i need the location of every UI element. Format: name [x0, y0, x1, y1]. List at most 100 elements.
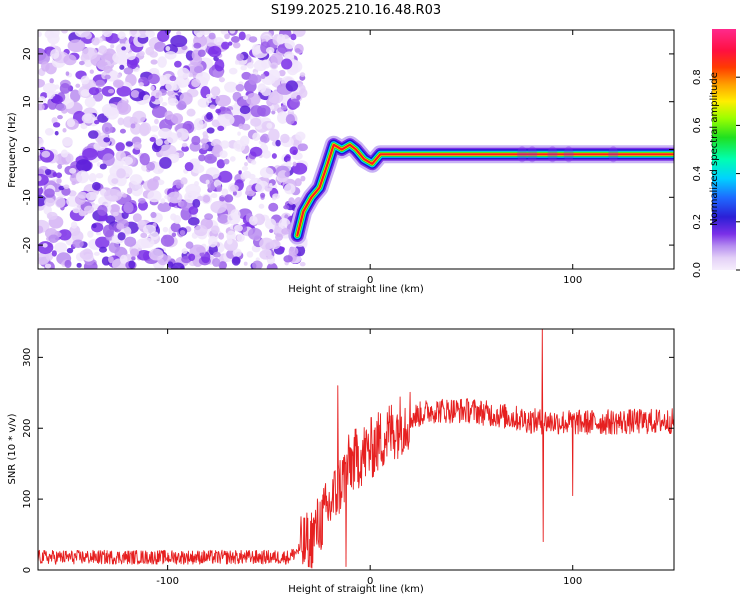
spectrogram-noise-blob: [38, 168, 45, 176]
spectrogram-noise-blob: [292, 149, 298, 155]
spectrogram-noise-blob: [248, 73, 258, 85]
spectrogram-noise-blob: [235, 83, 245, 92]
spectrogram-noise-blob: [129, 248, 140, 257]
spectrogram-noise-blob: [38, 103, 45, 111]
spectrogram-noise-blob: [265, 46, 275, 54]
spectrogram-noise-blob: [201, 143, 209, 151]
colorbar-tick-label: 0.0: [692, 262, 703, 278]
spectrogram-noise-blob: [300, 175, 306, 182]
spectrogram-noise-blob: [283, 51, 295, 60]
spectrogram-noise-blob: [136, 238, 150, 249]
spectrogram-noise-blob: [272, 196, 276, 201]
spectrogram-noise-blob: [124, 236, 137, 247]
spectrogram-noise-blob: [281, 58, 293, 70]
spectrogram-noise-blob: [238, 31, 246, 41]
spectrogram-noise-blob: [143, 94, 151, 104]
spectrogram-noise-blob: [62, 128, 67, 133]
spectrogram-noise-blob: [80, 123, 88, 130]
spectrogram-noise-blob: [266, 262, 278, 269]
spectrogram-noise-blob: [278, 69, 286, 77]
spectrogram-noise-blob: [150, 95, 156, 102]
spectrogram-noise-blob: [117, 74, 121, 79]
spectrogram-noise-blob: [240, 65, 247, 71]
spectrogram-noise-blob: [181, 142, 188, 148]
spectrogram-noise-blob: [177, 67, 190, 79]
spectrogram-noise-blob: [148, 248, 164, 261]
spectrogram-noise-blob: [125, 141, 134, 147]
spectrogram-noise-blob: [52, 122, 61, 128]
spectrogram-noise-blob: [70, 221, 78, 229]
spectrogram-noise-blob: [38, 31, 42, 37]
spectrogram-noise-blob: [38, 241, 54, 255]
spectrogram-noise-blob: [64, 259, 72, 269]
spectrogram-noise-blob: [217, 125, 225, 132]
spectrogram-noise-blob: [98, 45, 108, 54]
colorbar-tick-label: 0.6: [692, 117, 703, 133]
spectrogram-noise-blob: [170, 34, 188, 48]
spectrogram-noise-blob: [175, 128, 189, 141]
spectrogram-noise-blob: [123, 201, 134, 214]
spectrogram-noise-blob: [271, 153, 277, 159]
spectrogram-noise-blob: [231, 256, 241, 266]
spectrogram-noise-blob: [180, 177, 188, 185]
spectrogram-noise-blob: [54, 242, 68, 253]
spectrogram-noise-blob: [197, 98, 210, 108]
spectrogram-noise-blob: [234, 224, 243, 232]
spectrogram-noise-blob: [132, 213, 142, 223]
spectrogram-noise-blob: [51, 250, 57, 257]
spectrogram-noise-blob: [107, 89, 115, 94]
spectrogram-noise-blob: [289, 98, 301, 109]
spectrogram-x-tick-label: 0: [367, 275, 373, 286]
snr-y-tick-label: 100: [22, 490, 33, 509]
spectrogram-noise-blob: [81, 113, 96, 124]
spectrogram-noise-blob: [224, 81, 238, 93]
spectrogram-noise-blob: [191, 78, 201, 88]
colorbar-gradient: [712, 29, 736, 270]
spectrogram-noise-blob: [55, 103, 67, 112]
spectrogram-noise-blob: [209, 104, 216, 110]
spectrogram-noise-blob: [56, 178, 62, 184]
colorbar-tick-label: 0.8: [692, 69, 703, 85]
spectrogram-noise-blob: [284, 183, 296, 195]
spectrogram-noise-blob: [85, 191, 98, 201]
spectrogram-noise-blob: [59, 83, 71, 94]
spectrogram-noise-blob: [221, 188, 229, 197]
spectrogram-noise-blob: [206, 127, 215, 134]
spectrogram-noise-blob: [268, 128, 280, 142]
spectrogram-noise-blob: [248, 215, 258, 226]
spectrogram-noise-blob: [229, 30, 236, 34]
spectrogram-noise-blob: [214, 59, 225, 72]
spectrogram-noise-blob: [241, 166, 249, 171]
spectrogram-noise-blob: [104, 188, 123, 202]
spectrogram-noise-blob: [93, 251, 100, 256]
spectrogram-noise-blob: [221, 41, 230, 50]
spectrogram-noise-blob: [281, 228, 290, 235]
spectrogram-noise-blob: [76, 262, 82, 268]
spectrogram-noise-blob: [234, 59, 239, 65]
spectrogram-noise-blob: [79, 249, 94, 260]
spectrogram-noise-blob: [87, 230, 94, 238]
spectrogram-noise-blob: [108, 241, 120, 254]
spectrogram-noise-blob: [237, 131, 241, 136]
colorbar-tick-label: 0.2: [692, 214, 703, 230]
spectrogram-noise-blob: [76, 170, 90, 184]
spectrogram-noise-blob: [91, 223, 97, 229]
spectrogram-noise-blob: [236, 53, 245, 61]
spectrogram-noise-blob: [54, 196, 66, 208]
spectrogram-noise-blob: [168, 98, 179, 106]
spectrogram-noise-blob: [212, 257, 221, 267]
spectrogram-noise-blob: [204, 153, 217, 164]
spectrogram-noise-blob: [210, 200, 227, 214]
spectrogram-noise-blob: [202, 134, 209, 140]
snr-x-tick-label: -100: [156, 576, 179, 587]
spectrogram-noise-blob: [167, 191, 183, 204]
spectrogram-noise-blob: [228, 67, 238, 75]
spectrogram-noise-blob: [124, 228, 131, 235]
spectrogram-noise-blob: [285, 154, 291, 162]
spectrogram-noise-blob: [242, 170, 252, 179]
spectrogram-noise-blob: [285, 80, 299, 92]
spectrogram-noise-blob: [116, 100, 129, 113]
spectrogram-noise-blob: [38, 78, 46, 88]
spectrogram-noise-blob: [155, 138, 163, 146]
colorbar: 0.0 0.2 0.4 0.6 0.8 Normalized spectral ampl…: [692, 29, 740, 278]
